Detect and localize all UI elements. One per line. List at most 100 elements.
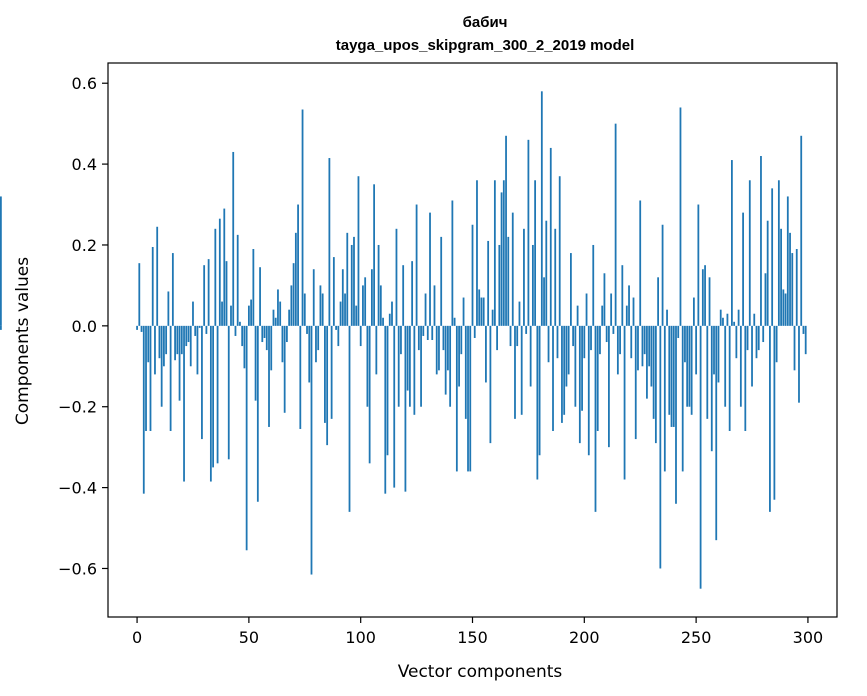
bar [453, 317, 456, 326]
bar [301, 109, 304, 326]
bar [637, 325, 639, 371]
bar [447, 325, 449, 371]
bar [205, 325, 208, 334]
bar [549, 147, 552, 326]
bar [639, 200, 642, 326]
bar [234, 325, 237, 336]
bar [545, 220, 548, 326]
bar [581, 325, 583, 411]
y-tick-label: 0.2 [72, 236, 97, 255]
bar [601, 305, 604, 326]
bar [156, 226, 159, 326]
bar [646, 325, 648, 399]
bar [677, 325, 680, 338]
y-tick-label: −0.2 [58, 398, 97, 417]
bar [297, 204, 299, 326]
bar [701, 269, 704, 326]
bar [802, 325, 805, 334]
bar [160, 325, 163, 407]
bar [426, 325, 429, 340]
bar [400, 325, 402, 355]
bar [489, 325, 492, 444]
bar [576, 305, 579, 326]
bar [263, 325, 266, 338]
bar [185, 325, 188, 347]
y-axis-ticks: −0.6 −0.4 −0.2 0.0 0.2 0.4 0.6 [58, 74, 108, 578]
bar [0, 325, 2, 330]
bar [502, 180, 505, 326]
bar [572, 325, 575, 347]
bar [570, 253, 572, 326]
bar [786, 196, 789, 326]
bar [590, 325, 592, 351]
bar [451, 200, 454, 326]
bar [268, 325, 270, 427]
bar [648, 325, 651, 367]
bar [223, 208, 226, 326]
bar [592, 244, 595, 326]
bar [319, 285, 322, 326]
bar [232, 151, 235, 326]
bar [619, 325, 621, 355]
bar [203, 265, 206, 326]
bar [675, 325, 677, 504]
bar [290, 285, 293, 326]
bar [540, 91, 543, 326]
bar [498, 244, 501, 326]
y-tick-label: −0.4 [58, 479, 97, 498]
y-tick-label: 0.4 [72, 155, 97, 174]
bars-group [0, 91, 807, 589]
bar [346, 232, 349, 326]
bar [270, 325, 273, 371]
y-tick-label: −0.6 [58, 559, 97, 578]
bar [478, 289, 481, 326]
bar [303, 293, 306, 326]
bar [753, 313, 756, 326]
x-tick-label: 250 [681, 628, 712, 647]
bar [165, 325, 168, 355]
bar [283, 325, 286, 413]
bar [274, 317, 277, 326]
bar [292, 263, 295, 326]
bar [350, 244, 353, 326]
bar [391, 301, 393, 326]
bar [174, 325, 176, 361]
bar [583, 325, 586, 359]
bar [654, 325, 657, 444]
bar [386, 325, 389, 456]
bar [294, 232, 297, 326]
bar [605, 325, 608, 343]
bar [469, 325, 472, 472]
bar [458, 325, 460, 387]
bar [315, 325, 317, 363]
bar [670, 325, 673, 427]
bar [684, 325, 686, 363]
bar [241, 325, 244, 347]
bar [324, 325, 326, 423]
bar [218, 218, 221, 326]
bar [710, 325, 713, 452]
bar [623, 325, 626, 480]
bar [771, 188, 774, 326]
bar [406, 325, 409, 391]
bar [167, 291, 170, 326]
bar [417, 325, 420, 351]
x-tick-label: 50 [239, 628, 259, 647]
bar [357, 176, 360, 326]
bar [306, 325, 308, 334]
bar [476, 180, 478, 326]
bar [353, 236, 355, 326]
bar [713, 325, 715, 375]
bar [424, 293, 427, 326]
bar [507, 236, 510, 326]
bar [518, 301, 521, 326]
bar [612, 325, 615, 334]
bar [536, 325, 539, 480]
bar [728, 325, 731, 431]
bar [516, 325, 519, 347]
bar [214, 228, 217, 326]
bar [207, 259, 210, 326]
bar [782, 289, 785, 326]
bar [149, 325, 152, 431]
bar [661, 224, 664, 326]
